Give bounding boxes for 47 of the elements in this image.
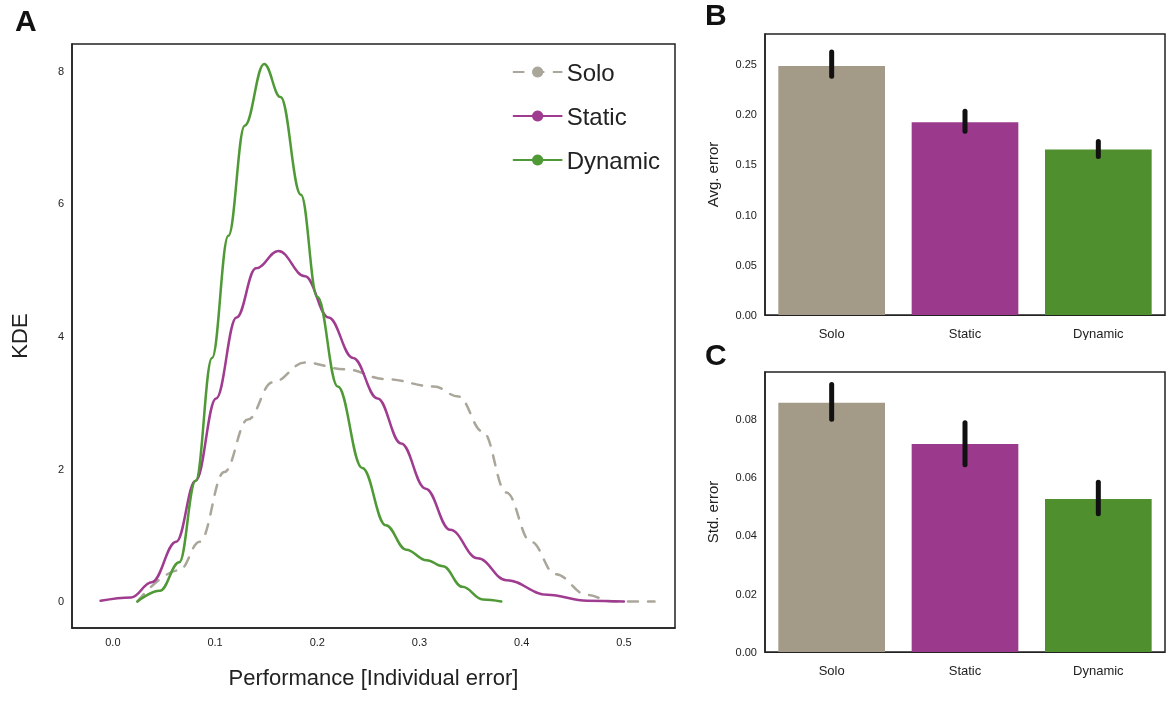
bar [1045,498,1152,652]
x-tick-label: 0.4 [514,635,530,648]
bar [911,444,1019,652]
y-tick-label: 0 [57,595,64,608]
y-tick-label: 0.25 [735,58,757,71]
x-tick-label: 0.2 [309,635,325,648]
x-tick-label: Dynamic [1073,663,1125,678]
bar [778,66,885,315]
y-tick-label: 0.08 [735,412,757,425]
x-tick-label: 0.0 [105,635,121,648]
y-tick-label: 0.00 [735,309,757,321]
x-tick-label: 0.1 [207,635,223,648]
y-axis-title: KDE [6,313,32,359]
x-tick-label: Static [948,326,982,341]
x-tick-label: 0.3 [411,635,428,648]
y-tick-label: 0.06 [735,471,757,483]
line-series [136,361,656,603]
line-series [136,62,503,603]
chart-title: A [15,3,37,37]
x-tick-label: Solo [818,663,845,678]
legend-label: Dynamic [566,146,661,174]
chart-title: B [705,0,727,31]
bar [1045,149,1152,315]
bar [911,122,1019,315]
x-axis-title: Performance [Individual error] [228,664,519,690]
legend-label: Static [566,102,627,130]
y-tick-label: 0.20 [735,108,757,121]
chart-title: C [705,337,727,371]
y-tick-label: 0.15 [735,158,757,171]
y-axis-title: Std. error [704,480,721,544]
y-tick-label: 4 [57,330,64,342]
y-tick-label: 8 [57,64,64,77]
x-tick-label: 0.5 [616,635,632,648]
y-tick-label: 6 [57,197,64,210]
x-tick-label: Dynamic [1073,326,1125,341]
line-series [99,249,626,603]
y-axis-title: Avg. error [704,141,721,208]
y-tick-label: 2 [57,462,64,475]
bar [778,402,885,652]
y-tick-label: 0.05 [735,258,757,271]
x-tick-label: Solo [818,326,845,341]
y-tick-label: 0.00 [735,646,757,658]
legend-label: Solo [566,58,615,86]
y-tick-label: 0.02 [735,587,757,600]
y-tick-label: 0.10 [735,208,757,221]
y-tick-label: 0.04 [735,529,757,542]
x-tick-label: Static [948,663,982,678]
